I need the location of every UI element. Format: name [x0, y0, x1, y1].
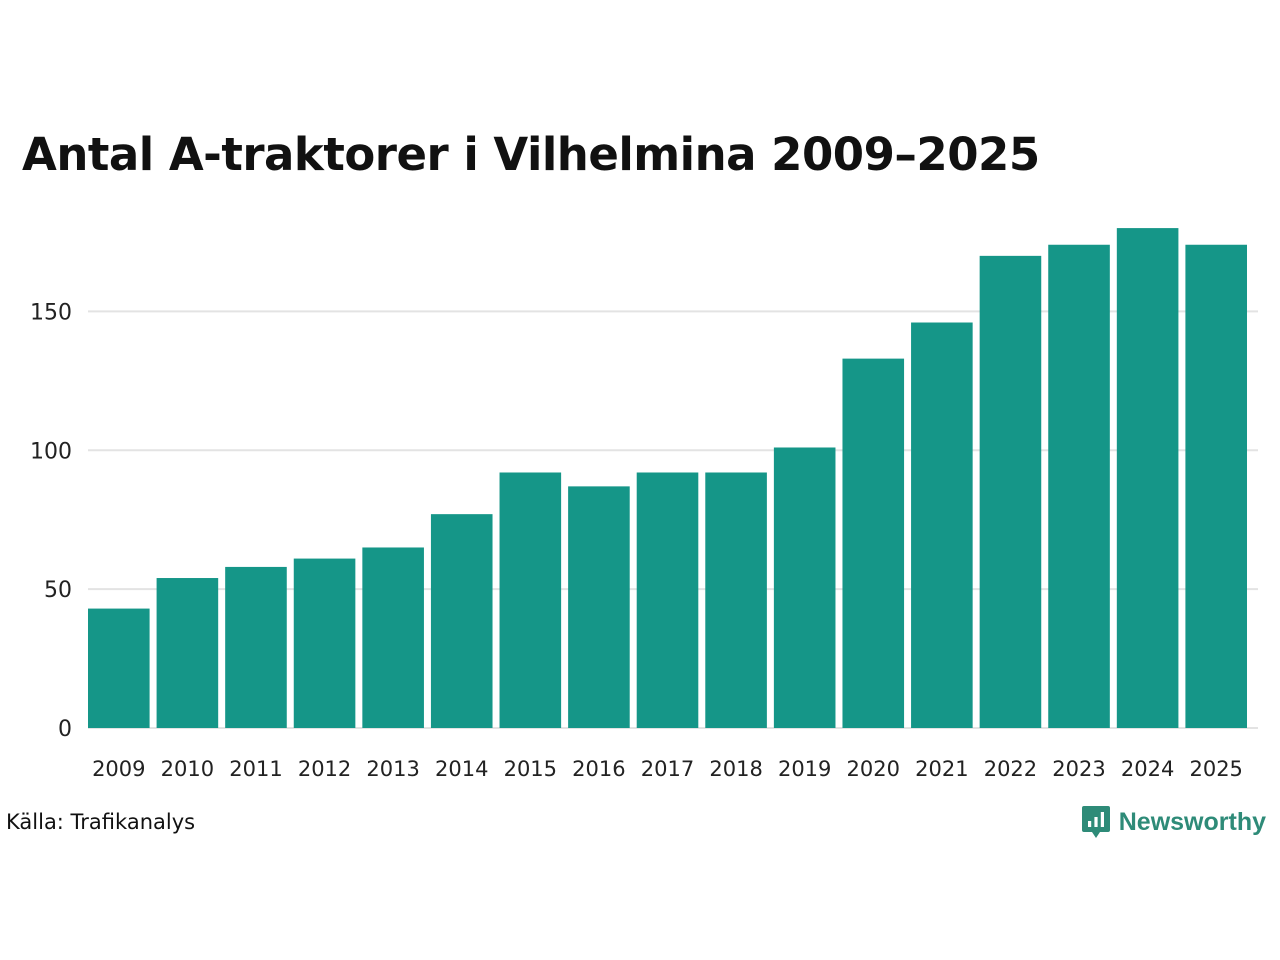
bar-2021 — [911, 322, 973, 728]
bar-2019 — [773, 447, 836, 728]
y-tick-label: 100 — [30, 439, 72, 464]
x-tick-label: 2011 — [229, 757, 282, 781]
bar-2024 — [1116, 228, 1179, 728]
x-axis-ticks: 2009 2010 2011 2012 2013 2014 2015 2016 2017 2018… — [92, 757, 1243, 781]
x-tick-label: 2017 — [641, 757, 694, 781]
bar-2012 — [293, 558, 356, 728]
bar-2023 — [1048, 244, 1110, 728]
x-tick-label: 2021 — [915, 757, 968, 781]
bar-2014 — [430, 514, 493, 728]
x-tick-label: 2016 — [572, 757, 625, 781]
bar-2020 — [842, 358, 905, 728]
x-tick-label: 2025 — [1189, 757, 1242, 781]
bar-2011 — [225, 566, 287, 728]
x-tick-label: 2013 — [366, 757, 419, 781]
bar-2010 — [156, 578, 219, 728]
y-axis-ticks: 0 50 100 150 — [30, 300, 72, 742]
bar-2009 — [88, 608, 150, 728]
x-tick-label: 2022 — [984, 757, 1037, 781]
bar-2025 — [1185, 244, 1247, 728]
brand-logo: Newsworthy — [1081, 804, 1266, 840]
newsworthy-logo-icon — [1081, 806, 1110, 838]
source-label: Källa: Trafikanalys — [6, 810, 196, 834]
x-tick-label: 2009 — [92, 757, 145, 781]
x-tick-label: 2012 — [298, 757, 351, 781]
bar-2016 — [568, 486, 630, 728]
brand-name: Newsworthy — [1118, 807, 1266, 836]
bar-2013 — [362, 547, 424, 728]
bar-2017 — [636, 472, 699, 728]
x-tick-label: 2023 — [1052, 757, 1105, 781]
x-tick-label: 2024 — [1121, 757, 1174, 781]
x-tick-label: 2020 — [847, 757, 900, 781]
bar-2022 — [979, 255, 1042, 729]
bars — [88, 228, 1247, 729]
chart-title: Antal A-traktorer i Vilhelmina 2009–2025 — [22, 128, 1040, 181]
x-tick-label: 2014 — [435, 757, 488, 781]
x-tick-label: 2018 — [709, 757, 762, 781]
y-tick-label: 0 — [58, 717, 72, 742]
x-tick-label: 2019 — [778, 757, 831, 781]
x-tick-label: 2015 — [504, 757, 557, 781]
x-tick-label: 2010 — [161, 757, 214, 781]
bar-2015 — [499, 472, 562, 728]
y-tick-label: 50 — [44, 578, 72, 603]
bar-2018 — [705, 472, 767, 728]
y-tick-label: 150 — [30, 300, 72, 325]
